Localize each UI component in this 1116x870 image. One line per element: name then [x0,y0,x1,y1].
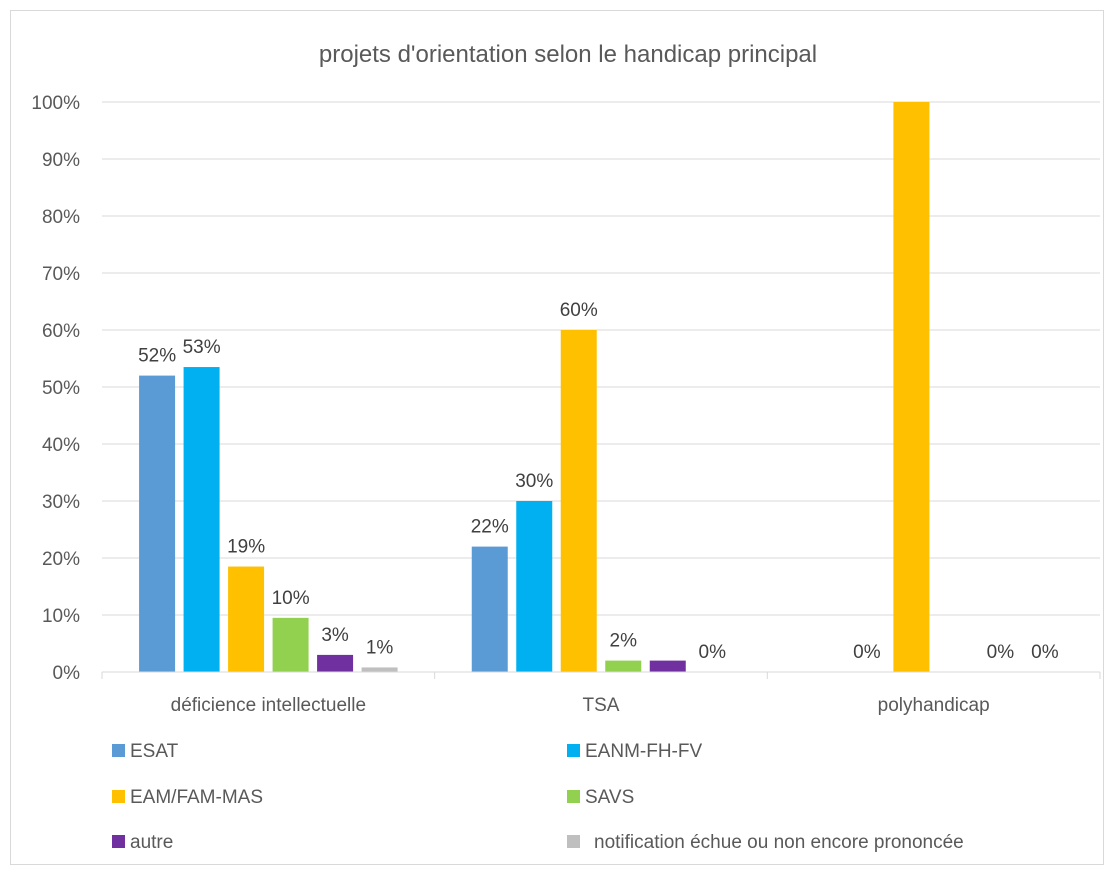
bar [893,102,930,672]
y-tick-label: 70% [42,264,80,285]
chart-frame [10,10,1104,865]
x-axis: déficience intellectuelle TSA polyhandicap [101,671,1101,716]
bar [317,654,354,672]
legend-label: autre [130,832,173,853]
x-tick-label: TSA [583,695,620,716]
data-label: 19% [227,537,265,558]
legend-label: SAVS [585,787,634,808]
bar [361,667,398,672]
legend-swatch [567,835,580,848]
legend-swatch [567,790,580,803]
x-tick-label: polyhandicap [878,695,990,716]
legend-swatch [112,835,125,848]
bar [139,375,176,672]
y-tick-label: 30% [42,492,80,513]
data-label: 0% [699,642,727,663]
data-label: 22% [471,517,509,538]
data-label: 0% [1031,642,1059,663]
data-label: 10% [272,588,310,609]
bar [605,660,642,672]
y-tick-label: 100% [31,93,80,114]
data-label: 30% [515,471,553,492]
bars [139,102,930,672]
y-tick-label: 20% [42,549,80,570]
bar [560,330,597,672]
legend-label: ESAT [130,741,179,762]
legend-swatch [112,744,125,757]
data-label: 60% [560,300,598,321]
data-label: 0% [853,642,881,663]
data-label: 53% [183,337,221,358]
legend-label: notification échue ou non encore prononc… [594,832,964,853]
bar [228,566,265,672]
data-labels: 52% 22% 53% 30% 0% 19% 60% 10% 2% 3% 0% 1% 0% 0% [138,300,1059,663]
y-tick-label: 40% [42,435,80,456]
y-tick-label: 0% [53,663,81,684]
legend: ESAT EANM-FH-FV EAM/FAM-MAS SAVS autre notifi… [112,741,964,853]
data-label: 2% [610,631,638,652]
bar [471,546,508,672]
y-tick-label: 90% [42,150,80,171]
bar [516,501,553,672]
x-tick-label: déficience intellectuelle [171,695,366,716]
y-axis-ticks: 0% 10% 20% 30% 40% 50% 60% 70% 80% 90% 100% [31,93,80,684]
y-tick-label: 60% [42,321,80,342]
gridlines [102,101,1100,616]
legend-swatch [567,744,580,757]
legend-label: EANM-FH-FV [585,741,702,762]
chart-title: projets d'orientation selon le handicap … [319,41,817,68]
y-tick-label: 10% [42,606,80,627]
data-label: 0% [987,642,1015,663]
legend-swatch [112,790,125,803]
legend-label: EAM/FAM-MAS [130,787,263,808]
data-label: 52% [138,346,176,367]
data-label: 1% [366,637,394,658]
data-label: 3% [321,625,349,646]
bar [649,660,686,672]
bar [183,367,220,672]
y-tick-label: 50% [42,378,80,399]
y-tick-label: 80% [42,207,80,228]
bar [272,617,309,672]
